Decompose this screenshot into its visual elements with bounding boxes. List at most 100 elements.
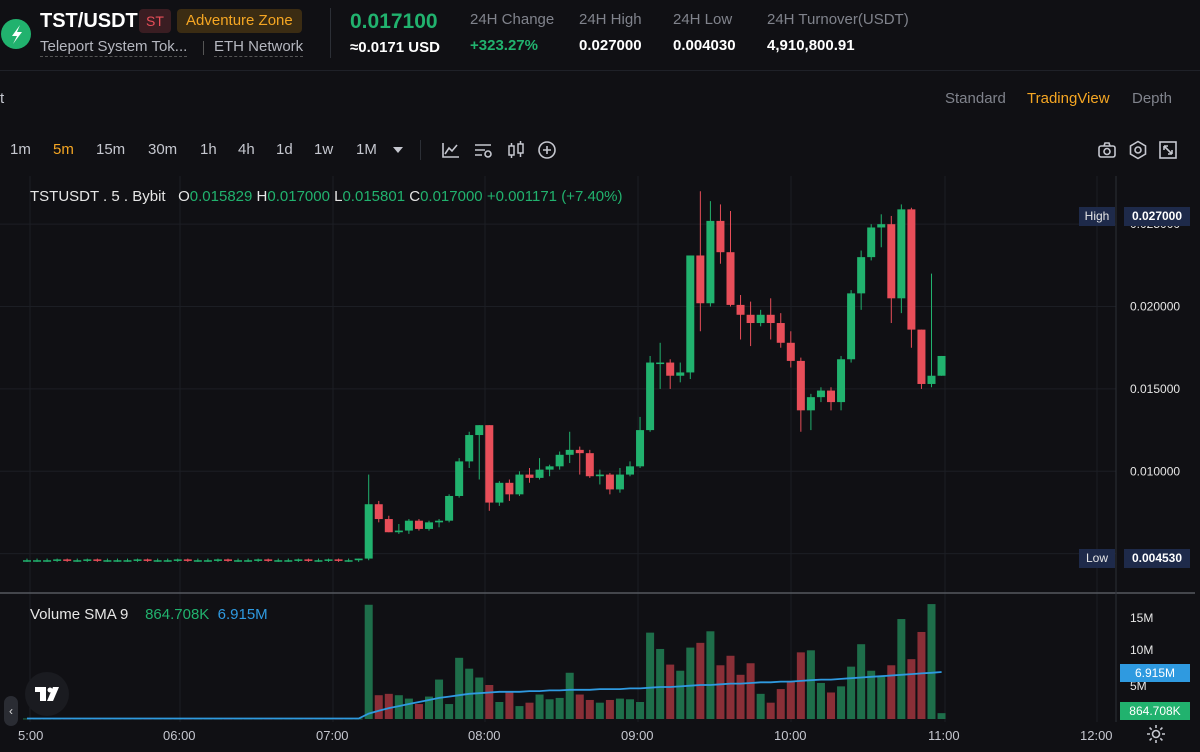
settings-icon[interactable] xyxy=(1128,140,1148,160)
tab-tradingview[interactable]: TradingView xyxy=(1027,90,1110,107)
candle-body xyxy=(334,559,343,561)
token-full-name[interactable]: Teleport System Tok... xyxy=(40,38,188,57)
timeframe-4h[interactable]: 4h xyxy=(238,141,255,158)
candle-body xyxy=(284,560,293,562)
candle-body xyxy=(63,559,72,561)
volume-bar xyxy=(565,672,574,719)
candle-body xyxy=(837,359,846,403)
tradingview-logo[interactable] xyxy=(25,672,69,716)
volume-bar xyxy=(837,686,846,719)
timeframe-1d[interactable]: 1d xyxy=(276,141,293,158)
timeframe-1m[interactable]: 1m xyxy=(10,141,31,158)
volume-bar xyxy=(545,699,554,719)
indicator-line-icon[interactable] xyxy=(441,140,461,160)
candle-body xyxy=(183,559,192,561)
tab-depth[interactable]: Depth xyxy=(1132,90,1173,107)
stat-value-high: 0.027000 xyxy=(579,37,642,54)
x-tick-label: 07:00 xyxy=(316,728,349,743)
scroll-left-button[interactable]: ‹ xyxy=(4,696,18,726)
low-marker-label: Low xyxy=(1079,549,1115,568)
candle-body xyxy=(143,559,152,561)
panel-title-fragment: t xyxy=(0,90,5,107)
chevron-down-icon[interactable] xyxy=(390,142,406,158)
volume-bar xyxy=(676,670,685,719)
candle-body xyxy=(847,293,856,360)
usd-price: ≈0.0171 USD xyxy=(350,39,440,56)
candle-body xyxy=(203,560,212,562)
candle-body xyxy=(877,224,886,228)
y-tick-label: 0.015000 xyxy=(1130,382,1180,396)
candle-body xyxy=(766,314,775,324)
timeframe-5m[interactable]: 5m xyxy=(53,141,74,158)
candle-body xyxy=(726,252,735,305)
candle-body xyxy=(756,314,765,324)
legend-high: 0.017000 xyxy=(267,188,330,205)
candle-body xyxy=(595,474,604,477)
candle-body xyxy=(827,390,835,403)
tradingview-logo-icon xyxy=(35,687,59,701)
timeframe-1w[interactable]: 1w xyxy=(314,141,334,158)
candle-body xyxy=(425,522,433,529)
legend-open: 0.015829 xyxy=(189,188,253,205)
volume-bar xyxy=(626,699,634,719)
volume-bar xyxy=(555,697,564,719)
volume-bar xyxy=(907,659,916,719)
candle-body xyxy=(636,430,645,467)
candle-body xyxy=(354,558,363,561)
chart-settings-icon[interactable] xyxy=(473,140,493,160)
candle-body xyxy=(676,372,685,376)
volume-bar xyxy=(857,644,866,719)
candle-body xyxy=(244,560,253,562)
tab-standard[interactable]: Standard xyxy=(945,90,1006,107)
x-tick-label: 09:00 xyxy=(621,728,654,743)
timeframe-1M[interactable]: 1M xyxy=(356,141,377,158)
timeframe-30m[interactable]: 30m xyxy=(148,141,178,158)
timeframe-15m[interactable]: 15m xyxy=(96,141,126,158)
candle-body xyxy=(234,560,243,562)
candle-body xyxy=(746,314,755,324)
volume-legend-name: Volume SMA 9 xyxy=(30,606,129,623)
volume-bar xyxy=(605,699,614,719)
volume-bar xyxy=(615,698,624,719)
candle-body xyxy=(485,425,494,503)
y-tick-label: 0.010000 xyxy=(1130,464,1180,478)
candle-body xyxy=(43,560,52,562)
candle-body xyxy=(907,209,916,330)
volume-bar xyxy=(716,665,725,719)
volume-bar xyxy=(897,619,906,719)
stat-label-change: 24H Change xyxy=(470,11,555,28)
candle-body xyxy=(324,559,333,561)
candle-type-icon[interactable] xyxy=(506,140,526,160)
candle-body xyxy=(505,482,514,495)
timeframe-1h[interactable]: 1h xyxy=(200,141,217,158)
fullscreen-icon[interactable] xyxy=(1158,140,1178,160)
x-tick-label: 06:00 xyxy=(163,728,196,743)
volume-bar xyxy=(646,632,655,719)
candle-body xyxy=(887,224,896,299)
candle-body xyxy=(786,342,795,361)
candle-body xyxy=(917,329,926,384)
pair-title[interactable]: TST/USDT xyxy=(40,10,138,32)
volume-legend-sma: 6.915M xyxy=(217,606,268,623)
volume-bar xyxy=(726,655,735,719)
candle-body xyxy=(374,504,383,520)
network-label[interactable]: ETH Network xyxy=(214,38,304,57)
divider xyxy=(330,8,331,58)
candle-body xyxy=(696,255,705,304)
add-indicator-icon[interactable] xyxy=(537,140,557,160)
volume-axis-tag: 864.708K xyxy=(1120,702,1190,720)
sma-line xyxy=(27,671,942,720)
candle-body xyxy=(254,559,263,561)
camera-icon[interactable] xyxy=(1097,140,1117,160)
bybit-logo-icon xyxy=(1,19,31,49)
candle-body xyxy=(867,227,876,258)
volume-bar xyxy=(435,679,444,719)
vol-axis-10m: 10M xyxy=(1130,643,1154,657)
stat-value-change: +323.27% xyxy=(470,37,538,54)
candle-body xyxy=(605,474,614,490)
candle-body xyxy=(404,520,413,531)
sma-axis-tag: 6.915M xyxy=(1120,664,1190,682)
zone-badge[interactable]: Adventure Zone xyxy=(177,9,302,33)
gear-icon[interactable] xyxy=(1146,724,1166,744)
